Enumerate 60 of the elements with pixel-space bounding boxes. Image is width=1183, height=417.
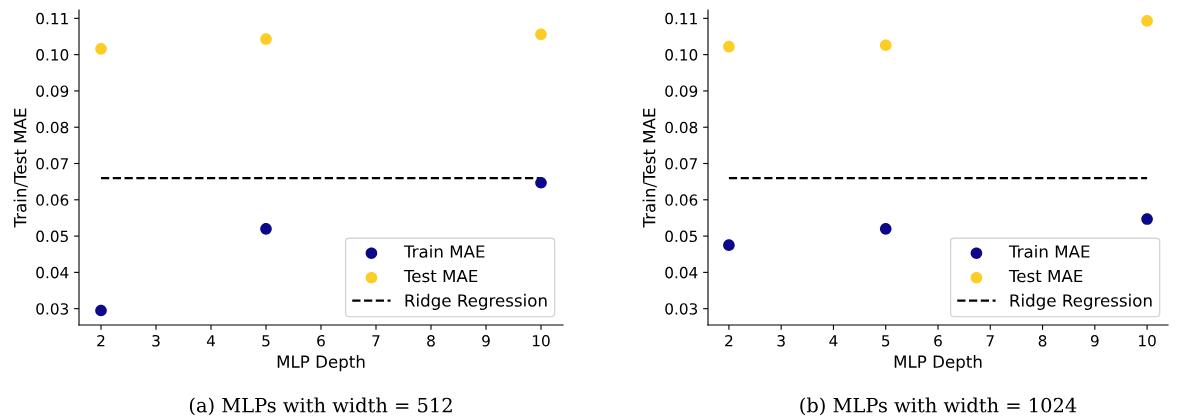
point <box>1141 213 1153 225</box>
y-tick-label: 0.03 <box>36 303 69 315</box>
point <box>95 43 107 55</box>
y-tick-label: 0.09 <box>36 85 69 97</box>
y-tick-label: 0.08 <box>665 121 698 134</box>
point <box>535 176 547 189</box>
y-tick-label: 0.06 <box>665 194 698 206</box>
x-tick-label: 4 <box>829 335 838 347</box>
legend-label: Train MAE <box>403 244 485 258</box>
point <box>1141 15 1153 27</box>
x-tick-label: 3 <box>152 334 160 347</box>
legend-label: Train MAE <box>1008 244 1090 258</box>
x-tick-label: 6 <box>317 334 325 347</box>
y-axis-title: Train/Test MAE <box>13 108 28 228</box>
point <box>95 304 107 317</box>
y-tick-label: 0.04 <box>36 266 69 279</box>
y-tick-label: 0.05 <box>36 230 68 243</box>
x-tick-label: 7 <box>986 335 994 347</box>
y-tick-label: 0.08 <box>36 121 69 134</box>
y-tick-label: 0.10 <box>36 49 69 61</box>
point <box>260 33 272 45</box>
x-tick-label: 5 <box>262 335 270 347</box>
y-tick-label: 0.10 <box>665 49 698 61</box>
x-tick-label: 9 <box>1090 334 1099 347</box>
x-tick-label: 9 <box>482 334 490 347</box>
x-tick-label: 8 <box>427 334 435 347</box>
y-tick-label: 0.03 <box>665 303 698 315</box>
x-tick-label: 7 <box>372 335 380 347</box>
legend-label: Test MAE <box>403 269 478 283</box>
y-tick-label: 0.09 <box>665 85 698 97</box>
legend-label: Ridge Regression <box>405 293 547 310</box>
point <box>723 40 735 53</box>
x-tick-label: 6 <box>934 334 942 347</box>
legend-label: Test MAE <box>1008 269 1083 283</box>
point <box>879 223 892 235</box>
x-tick-label: 8 <box>1038 334 1047 347</box>
y-tick-label: 0.11 <box>36 12 68 25</box>
x-tick-label: 2 <box>725 334 733 347</box>
y-tick-label: 0.07 <box>36 157 68 170</box>
x-tick-label: 5 <box>882 335 890 347</box>
text: (a) MLPs with width = 512 <box>189 397 452 416</box>
legend-label: Ridge Regression <box>1010 293 1152 310</box>
text: (b) MLPs with width = 1024 <box>800 397 1077 416</box>
x-axis-title: MLP Depth <box>277 355 365 372</box>
point <box>535 28 547 41</box>
x-tick-label: 10 <box>1139 334 1156 347</box>
x-axis-title: MLP Depth <box>894 355 982 372</box>
point <box>260 223 272 235</box>
x-tick-label: 3 <box>777 334 785 347</box>
x-tick-label: 10 <box>532 334 550 347</box>
y-tick-label: 0.04 <box>665 266 698 279</box>
y-tick-label: 0.05 <box>665 230 697 243</box>
point <box>723 239 735 251</box>
y-axis-title: Train/Test MAE <box>642 108 657 228</box>
y-tick-label: 0.06 <box>36 194 69 206</box>
y-tick-label: 0.07 <box>665 157 697 170</box>
point <box>879 39 892 52</box>
x-tick-label: 2 <box>97 334 105 347</box>
y-tick-label: 0.11 <box>665 12 697 25</box>
x-tick-label: 4 <box>206 335 215 347</box>
